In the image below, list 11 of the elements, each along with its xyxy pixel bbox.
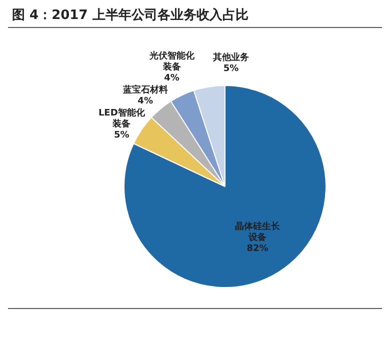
data-label: 5%	[223, 64, 239, 74]
slice-label: LED智能化装备	[98, 107, 146, 130]
data-label: 4%	[138, 96, 153, 106]
slice-label: 光伏智能化装备	[148, 50, 196, 72]
data-label: 4%	[164, 73, 180, 84]
chart-title: 图 4：2017 上半年公司各业务收入占比	[12, 6, 248, 24]
data-label: 5%	[114, 130, 130, 140]
data-label: 82%	[246, 244, 268, 254]
slice-label: 其他业务	[212, 52, 249, 63]
slice-label: 晶体硅生长设备	[234, 221, 281, 244]
slice-label: 蓝宝石材料	[122, 84, 168, 96]
